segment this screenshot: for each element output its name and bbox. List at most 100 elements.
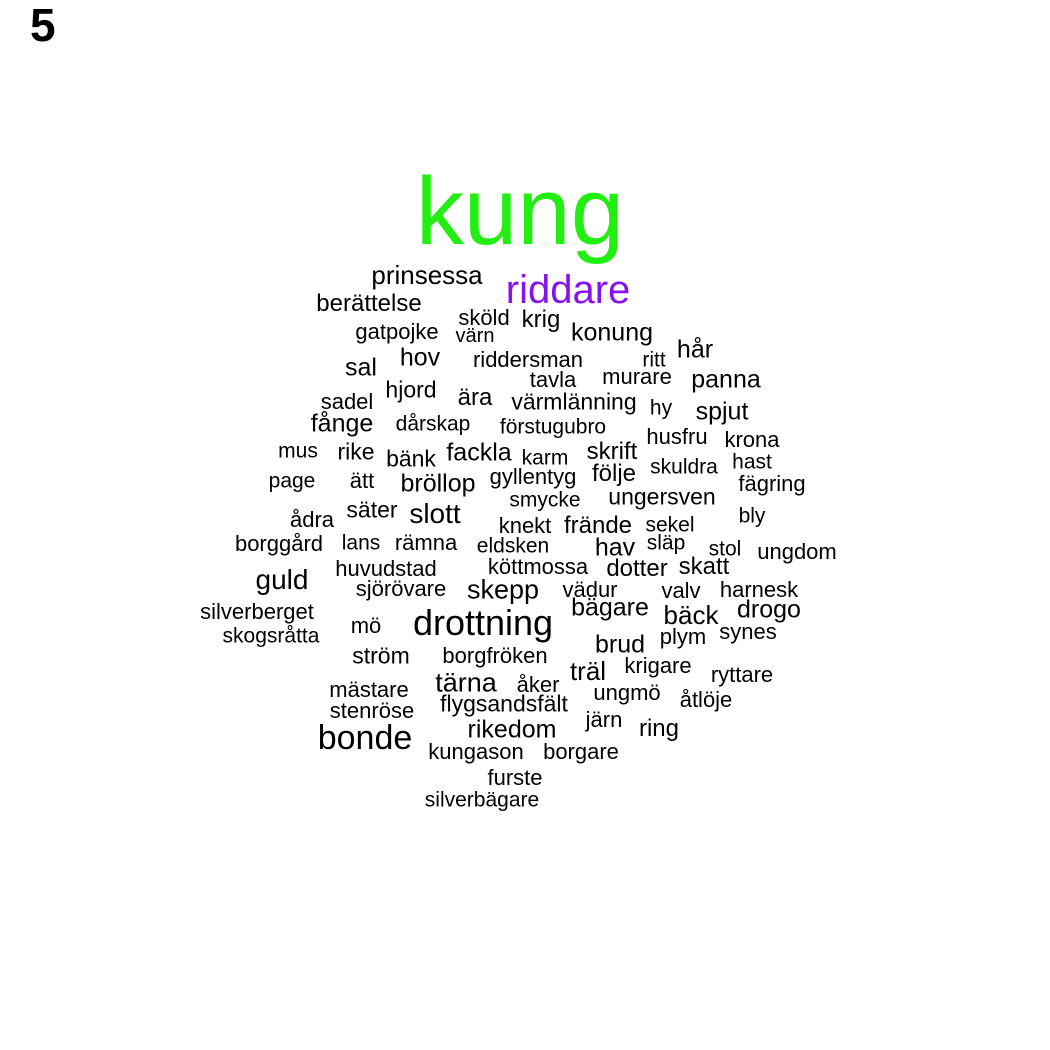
cloud-word: page: [268, 469, 316, 493]
cloud-word: rämna: [394, 530, 458, 555]
cloud-word: åtlöje: [679, 687, 733, 712]
cloud-word: flygsandsfält: [440, 690, 568, 717]
cloud-word: köttmossa: [487, 554, 589, 579]
cloud-word: hy: [649, 396, 673, 420]
cloud-word: sadel: [320, 389, 374, 414]
cloud-word: hov: [399, 343, 441, 372]
cloud-word: sjörövare: [355, 576, 447, 601]
cloud-word: skepp: [466, 574, 540, 605]
cloud-word: harnesk: [719, 577, 799, 602]
cloud-word: skrift: [586, 438, 638, 465]
cloud-word: kungason: [428, 739, 524, 764]
cloud-word: fånge: [310, 409, 374, 438]
cloud-word: smycke: [509, 488, 581, 512]
cloud-word: sköld: [458, 305, 510, 330]
cloud-word: ritt: [642, 348, 666, 372]
cloud-word: ätt: [349, 468, 375, 493]
cloud-word: berättelse: [316, 290, 422, 317]
cloud-word: drottning: [412, 602, 554, 643]
cloud-word: guld: [255, 564, 309, 595]
cloud-word: släp: [646, 531, 686, 555]
cloud-word: vädur: [562, 577, 618, 602]
cloud-word: konung: [570, 318, 654, 347]
cloud-word: stol: [708, 537, 742, 561]
cloud-word: ryttare: [710, 662, 774, 687]
cloud-word: ungersven: [608, 483, 716, 510]
cloud-word: mö: [350, 613, 382, 638]
cloud-word: tärna: [435, 667, 497, 698]
cloud-word: ådra: [289, 507, 335, 532]
cloud-word: träl: [569, 656, 607, 686]
cloud-word: sal: [345, 353, 377, 382]
cloud-word: värn: [455, 325, 495, 347]
panel-label: 5: [30, 0, 56, 51]
cloud-word: krigare: [624, 653, 692, 678]
cloud-word: drogo: [737, 595, 801, 624]
cloud-word: knekt: [498, 513, 552, 538]
cloud-word: bonde: [317, 719, 413, 757]
cloud-word: fackla: [446, 438, 512, 467]
cloud-word: frände: [563, 512, 633, 539]
cloud-word: borgfröken: [442, 643, 548, 668]
cloud-word: bägare: [571, 593, 649, 622]
cloud-word: mästare: [329, 677, 409, 702]
cloud-word: panna: [691, 365, 761, 394]
cloud-word: ström: [352, 642, 410, 669]
cloud-word: gyllentyg: [489, 464, 577, 489]
cloud-word: kung: [415, 158, 625, 265]
cloud-word: valv: [661, 578, 701, 603]
cloud-word: ungdom: [757, 539, 837, 564]
cloud-word: fägring: [738, 471, 806, 496]
cloud-word: murare: [602, 364, 672, 389]
cloud-word: dårskap: [395, 412, 471, 436]
cloud-word: bänk: [386, 445, 436, 472]
cloud-word: krig: [521, 306, 561, 333]
cloud-word: förstugubro: [499, 415, 607, 439]
cloud-word: borgare: [543, 739, 619, 764]
cloud-word: brud: [594, 630, 646, 659]
cloud-word: ära: [457, 384, 493, 411]
cloud-word: bäck: [663, 600, 719, 630]
cloud-word: riddare: [505, 268, 631, 312]
cloud-word: rike: [337, 438, 375, 465]
cloud-word: gatpojke: [355, 319, 439, 344]
cloud-word: värmlänning: [511, 388, 637, 415]
cloud-word: dotter: [606, 555, 668, 582]
cloud-word: borggård: [234, 531, 324, 556]
cloud-word: slott: [409, 498, 461, 529]
cloud-word: krona: [724, 427, 780, 452]
cloud-word: rikedom: [467, 715, 557, 744]
cloud-word: hast: [732, 450, 772, 474]
cloud-word: hav: [594, 533, 636, 562]
cloud-word: bröllop: [400, 469, 476, 498]
cloud-word: silverberget: [200, 599, 314, 624]
cloud-word: säter: [346, 496, 398, 523]
cloud-word: ungmö: [593, 680, 661, 705]
cloud-word: skuldra: [650, 455, 718, 479]
cloud-word: skogsråtta: [222, 624, 320, 648]
cloud-word: silverbägare: [424, 788, 540, 812]
cloud-word: hår: [676, 335, 714, 364]
cloud-word: furste: [487, 765, 543, 790]
cloud-word: tavla: [529, 367, 577, 392]
cloud-word: prinsessa: [371, 260, 483, 290]
cloud-word: husfru: [646, 424, 708, 449]
cloud-word: karm: [521, 446, 569, 470]
cloud-word: bly: [738, 504, 766, 528]
cloud-word: synes: [719, 619, 777, 644]
cloud-word: skatt: [678, 553, 730, 580]
cloud-word: stenröse: [329, 698, 415, 723]
cloud-word: hjord: [385, 376, 437, 403]
cloud-word: lans: [341, 531, 381, 555]
cloud-word: plym: [659, 624, 707, 649]
cloud-word: riddersman: [472, 347, 584, 372]
cloud-word: huvudstad: [335, 556, 437, 581]
cloud-word: ring: [638, 715, 680, 742]
cloud-word: spjut: [695, 397, 749, 426]
cloud-word: åker: [516, 672, 560, 697]
cloud-word: sekel: [645, 513, 695, 537]
cloud-word: mus: [278, 439, 318, 463]
cloud-word: järn: [585, 707, 623, 732]
cloud-word: följe: [591, 460, 637, 487]
